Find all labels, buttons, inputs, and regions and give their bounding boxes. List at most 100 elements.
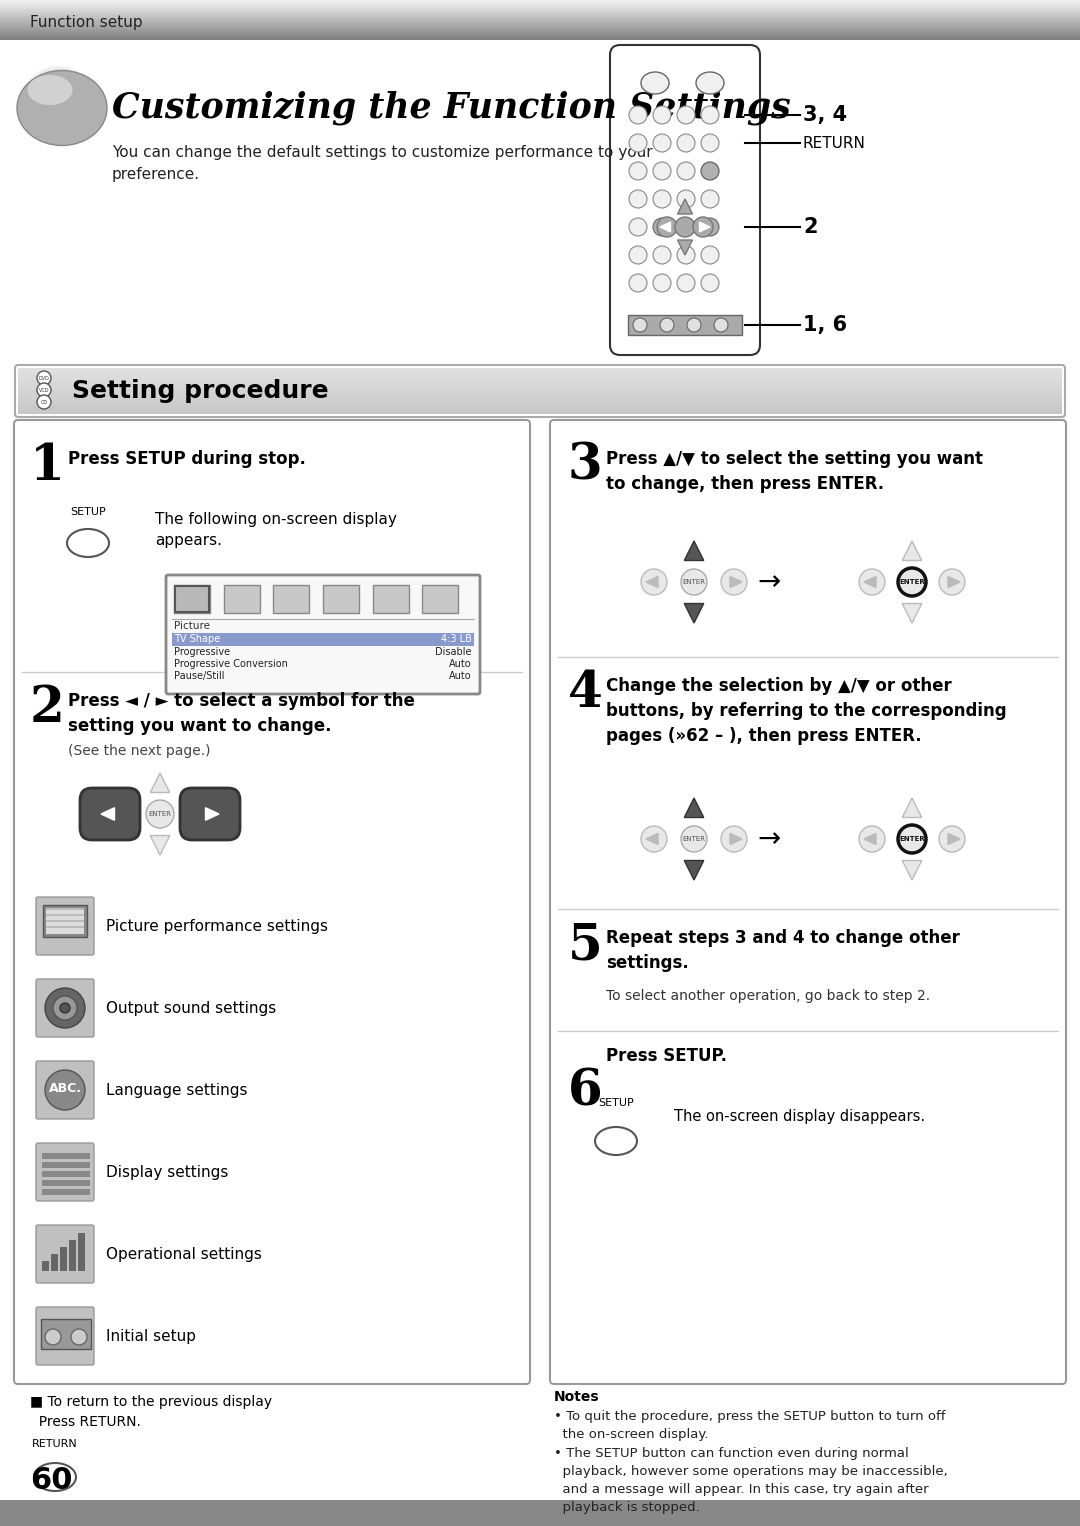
Circle shape <box>37 81 87 131</box>
FancyBboxPatch shape <box>36 897 94 955</box>
Circle shape <box>37 371 51 385</box>
Polygon shape <box>700 223 710 232</box>
Text: 4:3 LB: 4:3 LB <box>441 633 472 644</box>
Text: • To quit the procedure, press the SETUP button to turn off
  the on-screen disp: • To quit the procedure, press the SETUP… <box>554 1410 945 1441</box>
Bar <box>60 1247 67 1271</box>
Circle shape <box>629 218 647 237</box>
Polygon shape <box>660 223 671 232</box>
Circle shape <box>897 568 926 597</box>
Circle shape <box>677 134 696 153</box>
Bar <box>43 905 87 937</box>
Polygon shape <box>902 798 921 818</box>
Bar <box>42 1180 90 1186</box>
FancyBboxPatch shape <box>36 980 94 1038</box>
Text: SETUP: SETUP <box>70 507 106 517</box>
Circle shape <box>21 66 96 140</box>
Bar <box>42 1260 49 1271</box>
Bar <box>46 908 84 909</box>
Circle shape <box>677 105 696 124</box>
Polygon shape <box>948 833 960 844</box>
Circle shape <box>701 134 719 153</box>
FancyBboxPatch shape <box>36 1061 94 1119</box>
Circle shape <box>27 72 93 137</box>
Text: Press ▲/▼ to select the setting you want
to change, then press ENTER.: Press ▲/▼ to select the setting you want… <box>606 450 983 493</box>
Text: Auto: Auto <box>449 659 472 668</box>
Text: 2: 2 <box>804 217 818 237</box>
Polygon shape <box>677 240 692 255</box>
Circle shape <box>27 72 92 136</box>
Circle shape <box>677 275 696 291</box>
Circle shape <box>45 987 85 1029</box>
Circle shape <box>37 79 87 131</box>
Circle shape <box>681 826 707 852</box>
Text: →: → <box>757 826 781 853</box>
Ellipse shape <box>33 1463 76 1491</box>
Text: ENTER: ENTER <box>900 836 924 842</box>
Bar <box>46 926 84 928</box>
Circle shape <box>677 218 696 237</box>
Circle shape <box>42 85 85 128</box>
Circle shape <box>38 81 87 131</box>
Text: Picture: Picture <box>174 621 210 630</box>
Circle shape <box>39 82 86 130</box>
Text: ENTER: ENTER <box>900 578 924 584</box>
Text: To select another operation, go back to step 2.: To select another operation, go back to … <box>606 989 930 1003</box>
Text: 6: 6 <box>568 1067 603 1116</box>
Circle shape <box>26 70 93 137</box>
Bar <box>0 1500 1080 1526</box>
Text: 4: 4 <box>568 668 603 719</box>
Circle shape <box>653 105 671 124</box>
Text: Operational settings: Operational settings <box>106 1247 261 1262</box>
Bar <box>172 633 474 645</box>
Text: 3, 4: 3, 4 <box>804 105 847 125</box>
Text: 3: 3 <box>568 443 603 491</box>
Text: Press SETUP.: Press SETUP. <box>606 1047 727 1065</box>
Circle shape <box>146 800 174 829</box>
Circle shape <box>43 85 85 128</box>
Bar <box>224 584 259 613</box>
Polygon shape <box>902 603 921 623</box>
Text: You can change the default settings to customize performance to your
preference.: You can change the default settings to c… <box>112 145 652 182</box>
Polygon shape <box>205 807 219 821</box>
Text: Disable: Disable <box>435 647 472 658</box>
Bar <box>273 584 309 613</box>
Text: Output sound settings: Output sound settings <box>106 1001 276 1015</box>
Bar <box>51 1254 58 1271</box>
Circle shape <box>859 826 885 852</box>
Text: Language settings: Language settings <box>106 1082 247 1097</box>
Circle shape <box>939 569 966 595</box>
Circle shape <box>677 246 696 264</box>
Text: Function setup: Function setup <box>30 15 143 29</box>
Text: Press ◄ / ► to select a symbol for the
setting you want to change.: Press ◄ / ► to select a symbol for the s… <box>68 691 415 736</box>
Bar <box>42 1154 90 1160</box>
Ellipse shape <box>67 530 109 557</box>
Circle shape <box>701 246 719 264</box>
FancyBboxPatch shape <box>610 44 760 356</box>
Ellipse shape <box>642 72 669 95</box>
Circle shape <box>897 826 926 853</box>
Circle shape <box>39 82 86 130</box>
Circle shape <box>633 317 647 333</box>
FancyBboxPatch shape <box>14 420 530 1384</box>
Polygon shape <box>864 833 876 844</box>
Circle shape <box>31 75 91 134</box>
Circle shape <box>701 191 719 208</box>
Circle shape <box>21 66 96 140</box>
Polygon shape <box>102 807 114 821</box>
Text: (See the next page.): (See the next page.) <box>68 745 211 758</box>
Polygon shape <box>902 861 921 881</box>
Polygon shape <box>646 833 658 844</box>
Polygon shape <box>685 798 704 818</box>
Circle shape <box>653 134 671 153</box>
Polygon shape <box>730 577 742 588</box>
Text: SETUP: SETUP <box>598 1099 634 1108</box>
Circle shape <box>693 217 713 237</box>
Circle shape <box>25 70 93 137</box>
Circle shape <box>32 76 90 134</box>
Text: ■ To return to the previous display: ■ To return to the previous display <box>30 1395 272 1408</box>
Text: 1, 6: 1, 6 <box>804 314 847 336</box>
Text: Display settings: Display settings <box>106 1164 228 1180</box>
Circle shape <box>25 69 94 139</box>
Circle shape <box>677 162 696 180</box>
Circle shape <box>42 85 85 128</box>
